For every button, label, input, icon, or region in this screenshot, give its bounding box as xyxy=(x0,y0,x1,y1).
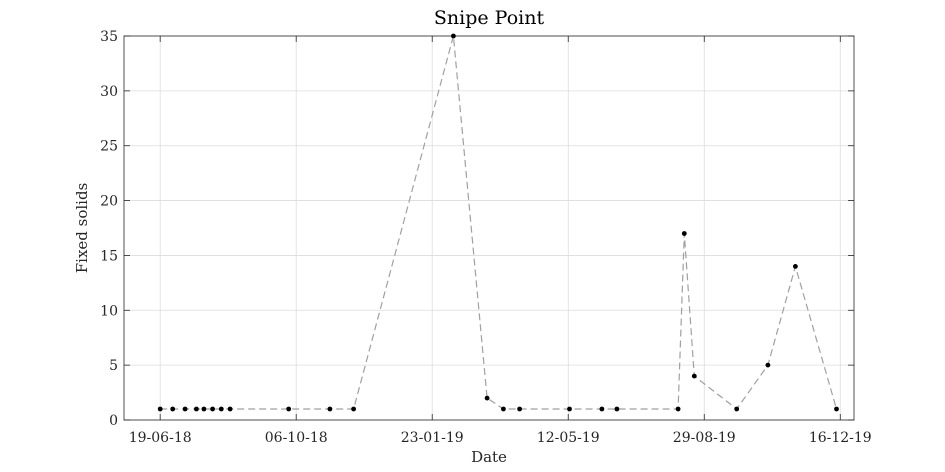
data-point xyxy=(194,406,199,412)
data-point xyxy=(227,406,233,412)
data-point xyxy=(517,406,522,412)
plot-background xyxy=(124,36,854,420)
y-tick-label: 15 xyxy=(100,248,118,264)
data-point xyxy=(567,406,572,412)
y-tick-label: 35 xyxy=(100,29,118,45)
data-point xyxy=(218,406,224,412)
data-point xyxy=(793,264,798,269)
x-axis-ticks: 19-06-18 06-10-18 23-01-19 12-05-19 29-08-19… xyxy=(129,36,872,446)
data-point xyxy=(484,395,490,401)
x-axis-label: Date xyxy=(471,448,507,466)
x-tick-label: 16-12-19 xyxy=(809,430,872,446)
data-point xyxy=(765,362,771,368)
series-group xyxy=(157,33,839,412)
chart-title: Snipe Point xyxy=(434,7,545,29)
x-tick-label: 29-08-19 xyxy=(673,430,736,446)
data-point xyxy=(170,406,176,412)
data-point xyxy=(734,406,740,412)
data-point xyxy=(501,406,506,412)
data-point xyxy=(691,373,697,379)
y-tick-label: 20 xyxy=(100,194,118,210)
data-point xyxy=(157,406,163,412)
data-point xyxy=(182,406,188,412)
data-point xyxy=(681,231,687,236)
grid-x xyxy=(159,36,841,420)
plot-frame xyxy=(123,35,855,421)
y-tick-label: 25 xyxy=(100,139,118,155)
data-point xyxy=(201,406,207,412)
data-point xyxy=(351,406,356,412)
y-tick-label: 10 xyxy=(100,303,118,319)
data-point xyxy=(834,406,839,412)
y-tick-label: 5 xyxy=(109,358,118,374)
x-tick-label: 19-06-18 xyxy=(129,430,192,446)
y-axis-label: Fixed solids xyxy=(73,183,91,274)
data-point xyxy=(675,406,681,412)
data-point xyxy=(599,406,605,412)
data-point xyxy=(286,406,292,412)
data-point xyxy=(451,33,456,39)
data-point xyxy=(614,406,620,412)
y-tick-label: 0 xyxy=(109,413,118,429)
x-tick-label: 06-10-18 xyxy=(265,430,328,446)
data-point xyxy=(210,406,216,412)
y-axis-ticks: 0 5 10 15 20 25 30 35 xyxy=(100,29,854,429)
x-tick-label: 23-01-19 xyxy=(401,430,464,446)
data-point xyxy=(327,406,333,412)
x-tick-label: 12-05-19 xyxy=(537,430,600,446)
y-tick-label: 30 xyxy=(100,84,118,100)
